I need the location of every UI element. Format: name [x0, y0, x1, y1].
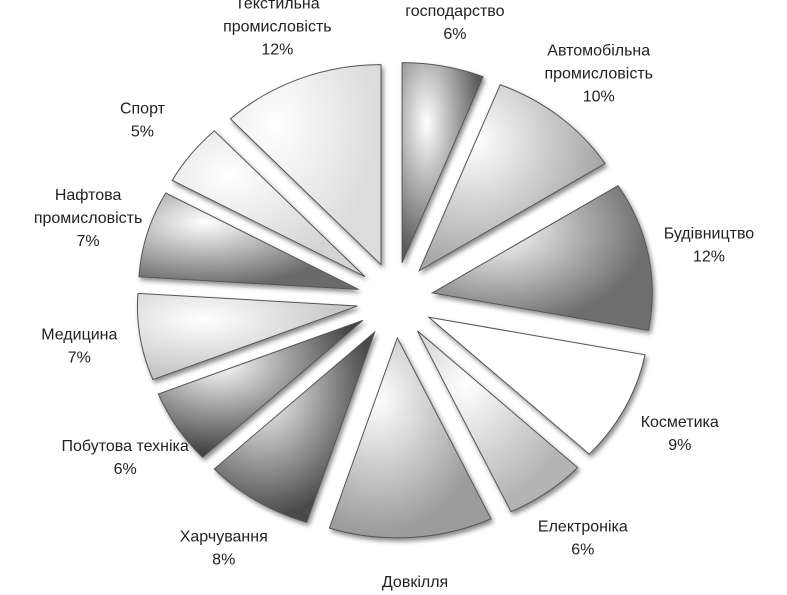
pie-slice [171, 130, 366, 278]
pie-slice [136, 292, 358, 381]
pie-slice [213, 330, 376, 523]
slice-label: Довкілля [382, 574, 448, 591]
value-label: 12% [693, 248, 725, 265]
pie-slice [138, 192, 359, 290]
pie-slice [416, 330, 579, 513]
value-label: 12% [261, 42, 293, 59]
value-label: 6% [114, 461, 137, 478]
value-label: 7% [77, 233, 100, 250]
value-label: 5% [131, 123, 154, 140]
value-label: 10% [583, 88, 615, 105]
slice-label: Медицина [41, 326, 117, 343]
slice-label: Будівництво [664, 225, 755, 242]
pie-slice [157, 319, 364, 458]
value-label: 9% [668, 437, 691, 454]
pie-slice [418, 84, 606, 272]
value-label: 8% [212, 552, 235, 569]
slice-label: Електроніка [538, 518, 628, 535]
slice-label: Косметика [641, 414, 719, 431]
slice-label: Спорт [120, 100, 166, 117]
slice-label: Побутова техніка [62, 438, 189, 455]
slice-label: Текстильна промисловість [223, 0, 332, 36]
pie-slice [401, 62, 484, 263]
pie-slice [229, 64, 382, 266]
slice-label: Автомобільна промисловість [544, 42, 653, 82]
pie-slice [427, 316, 646, 455]
value-label: 6% [443, 26, 466, 43]
slice-label: Нафтова промисловість [34, 187, 143, 227]
pie-slice [430, 185, 653, 331]
slice-label: Харчування [180, 529, 268, 546]
value-label: 7% [68, 349, 91, 366]
slice-label: Сільськегосподарство [405, 0, 504, 20]
value-label: 6% [571, 541, 594, 558]
pie-slice [328, 336, 492, 539]
